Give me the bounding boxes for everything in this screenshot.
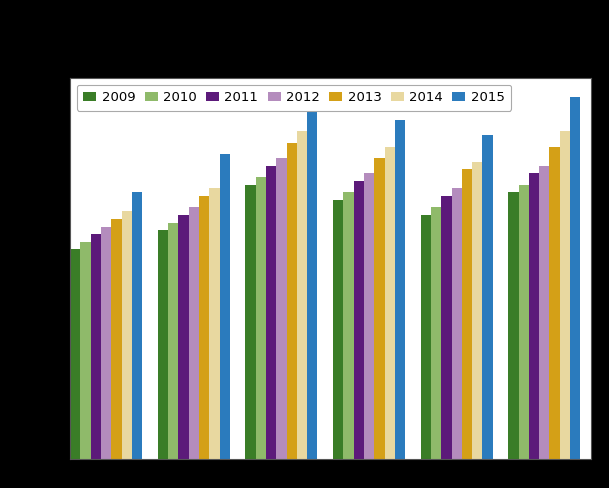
Bar [472, 162, 482, 459]
Bar [395, 120, 405, 459]
Bar [374, 158, 384, 459]
Bar [178, 215, 189, 459]
Bar [570, 97, 580, 459]
Bar [364, 173, 374, 459]
Bar [482, 135, 493, 459]
Bar [168, 223, 178, 459]
Bar [549, 146, 560, 459]
Bar [518, 184, 529, 459]
Bar [529, 173, 539, 459]
Bar [384, 146, 395, 459]
Bar [219, 154, 230, 459]
Bar [101, 226, 111, 459]
Bar [276, 158, 287, 459]
Bar [297, 131, 307, 459]
Bar [111, 219, 122, 459]
Bar [132, 192, 143, 459]
Bar [333, 200, 343, 459]
Bar [539, 165, 549, 459]
Bar [189, 207, 199, 459]
Bar [158, 230, 168, 459]
Bar [421, 215, 431, 459]
Bar [560, 131, 570, 459]
Bar [451, 188, 462, 459]
Bar [442, 196, 451, 459]
Legend: 2009, 2010, 2011, 2012, 2013, 2014, 2015: 2009, 2010, 2011, 2012, 2013, 2014, 2015 [77, 85, 511, 111]
Bar [343, 192, 354, 459]
Bar [70, 249, 80, 459]
Bar [266, 165, 276, 459]
Bar [287, 143, 297, 459]
Bar [209, 188, 219, 459]
Bar [509, 192, 518, 459]
Bar [307, 93, 317, 459]
Bar [199, 196, 209, 459]
Bar [91, 234, 101, 459]
Bar [122, 211, 132, 459]
Bar [431, 207, 442, 459]
Bar [245, 184, 256, 459]
Bar [462, 169, 472, 459]
Bar [354, 181, 364, 459]
Bar [256, 177, 266, 459]
Bar [80, 242, 91, 459]
